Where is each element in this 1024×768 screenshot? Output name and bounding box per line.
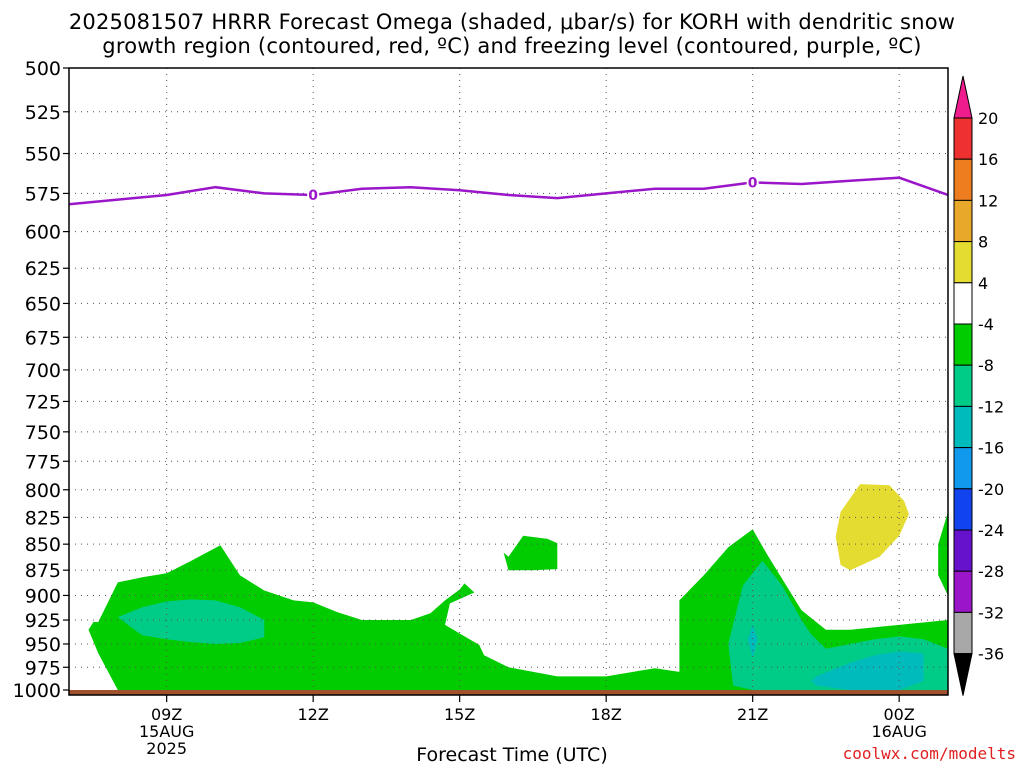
freezing-label-bg: [307, 186, 320, 203]
freezing-label-bg: [746, 174, 759, 191]
y-tick-label-1000: 1000: [13, 680, 61, 702]
y-tick-label-675: 675: [25, 327, 61, 349]
x-tick-label-09Z: 09Z: [151, 705, 182, 724]
y-tick-label-625: 625: [25, 258, 61, 280]
colorbar-box-9: [953, 488, 973, 531]
colorbar-box-4: [953, 282, 973, 325]
x-tick-label-15AUG: 15AUG: [139, 722, 194, 741]
colorbar-label--8: -8: [978, 356, 994, 375]
colorbar-label--36: -36: [978, 645, 1004, 664]
colorbar-box-12: [953, 611, 973, 655]
y-tick-label-900: 900: [25, 585, 61, 607]
omega-region-4: [938, 511, 948, 596]
x-axis-label: Forecast Time (UTC): [416, 744, 608, 766]
y-tick-label-575: 575: [25, 183, 61, 205]
colorbar-box-6: [953, 364, 973, 407]
colorbar-box-2: [953, 199, 973, 243]
colorbar-label-4: 4: [978, 274, 988, 293]
freezing-level-label: 0: [748, 175, 758, 191]
colorbar-label-12: 12: [978, 191, 998, 210]
credit-link[interactable]: coolwx.com/modelts: [842, 744, 1016, 763]
y-tick-label-600: 600: [25, 222, 61, 244]
y-tick-label-800: 800: [25, 480, 61, 502]
colorbar-label--16: -16: [978, 439, 1004, 458]
colorbar-label--4: -4: [978, 315, 994, 334]
colorbar-label--12: -12: [978, 397, 1004, 416]
chart-title-line-2: growth region (contoured, red, ºC) and f…: [102, 34, 922, 58]
x-tick-label-16AUG: 16AUG: [871, 722, 926, 741]
y-tick-label-750: 750: [25, 422, 61, 444]
colorbar-label--20: -20: [978, 480, 1004, 499]
y-tick-label-925: 925: [25, 610, 61, 632]
colorbar-box-11: [953, 570, 973, 613]
colorbar-box-3: [953, 241, 973, 284]
y-tick-label-700: 700: [25, 360, 61, 382]
x-tick-label-00Z: 00Z: [884, 705, 915, 724]
colorbar-box-5: [953, 323, 973, 366]
colorbar-box-10: [953, 529, 973, 572]
colorbar-label-20: 20: [978, 109, 998, 128]
x-tick-label-2025: 2025: [146, 739, 187, 758]
colorbar-label-8: 8: [978, 233, 988, 252]
y-tick-label-975: 975: [25, 657, 61, 679]
omega-region-2: [503, 535, 558, 571]
y-tick-label-650: 650: [25, 293, 61, 315]
x-tick-label-18Z: 18Z: [591, 705, 622, 724]
y-tick-label-875: 875: [25, 560, 61, 582]
x-tick-label-21Z: 21Z: [737, 705, 768, 724]
y-tick-label-550: 550: [25, 144, 61, 166]
ground-strip: [69, 690, 948, 695]
colorbar-box-0: [953, 117, 973, 160]
colorbar-label--32: -32: [978, 603, 1004, 622]
y-tick-label-950: 950: [25, 634, 61, 656]
y-tick-label-725: 725: [25, 391, 61, 413]
colorbar-bottom-arrow: [953, 653, 973, 696]
y-tick-label-500: 500: [25, 58, 61, 80]
freezing-level-label: 0: [308, 188, 318, 204]
omega-region-6: [747, 624, 758, 658]
omega-region-7: [811, 651, 924, 690]
colorbar-top-arrow: [953, 75, 973, 119]
omega-region-3: [835, 484, 909, 571]
x-tick-label-12Z: 12Z: [298, 705, 329, 724]
colorbar-box-8: [953, 447, 973, 490]
y-tick-label-850: 850: [25, 534, 61, 556]
x-tick-label-15Z: 15Z: [444, 705, 475, 724]
plot-frame: [68, 67, 949, 696]
colorbar-label-16: 16: [978, 150, 998, 169]
colorbar-box-1: [953, 158, 973, 201]
colorbar-box-7: [953, 405, 973, 449]
y-tick-label-825: 825: [25, 507, 61, 529]
y-tick-label-775: 775: [25, 451, 61, 473]
colorbar-label--28: -28: [978, 562, 1004, 581]
omega-region-1: [117, 599, 265, 644]
y-tick-label-525: 525: [25, 102, 61, 124]
colorbar-label--24: -24: [978, 521, 1004, 540]
chart-title-line-1: 2025081507 HRRR Forecast Omega (shaded, …: [68, 10, 956, 34]
freezing-level-line: [69, 176, 948, 206]
